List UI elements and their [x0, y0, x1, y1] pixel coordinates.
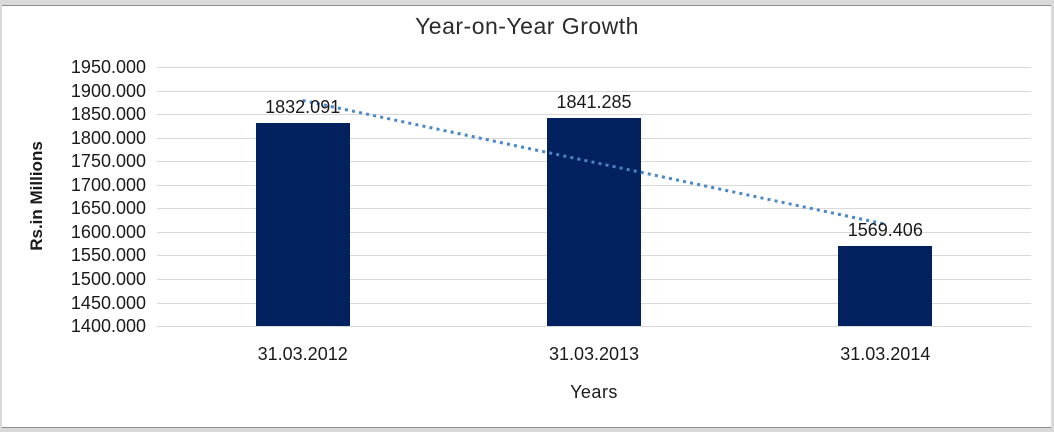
y-tick-label: 1700.000 — [70, 174, 146, 195]
frame-right-strip — [1051, 0, 1054, 432]
gridline — [157, 90, 1031, 92]
y-tick-label: 1800.000 — [70, 127, 146, 148]
gridline — [157, 326, 1031, 327]
y-tick-label: 1950.000 — [70, 57, 146, 77]
bar-31.03.2013 — [547, 118, 641, 326]
frame-top-strip — [0, 0, 1054, 6]
data-label: 1841.285 — [556, 92, 632, 113]
y-tick-label: 1650.000 — [70, 198, 146, 219]
frame-left-strip — [0, 0, 2, 432]
y-tick-label: 1500.000 — [70, 268, 146, 289]
y-tick-label: 1400.000 — [70, 316, 146, 336]
frame-bottom-strip — [0, 427, 1054, 432]
data-label: 1832.091 — [265, 96, 341, 117]
x-tick-label: 31.03.2013 — [548, 344, 640, 364]
data-label: 1569.406 — [847, 220, 923, 241]
y-tick-label: 1600.000 — [70, 221, 146, 242]
gridline — [157, 67, 1031, 68]
y-tick-label: 1450.000 — [70, 292, 146, 313]
y-tick-label: 1900.000 — [70, 80, 146, 101]
x-axis-title: Years — [570, 382, 618, 402]
x-tick-label: 31.03.2014 — [840, 344, 931, 364]
y-tick-label: 1750.000 — [70, 151, 146, 172]
bar-31.03.2014 — [838, 246, 933, 326]
y-tick-label: 1550.000 — [70, 245, 146, 266]
y-tick-label: 1850.000 — [70, 104, 146, 125]
bar-31.03.2012 — [255, 122, 350, 326]
chart-title: Year-on-Year Growth — [415, 13, 639, 39]
x-tick-label: 31.03.2012 — [257, 344, 348, 364]
